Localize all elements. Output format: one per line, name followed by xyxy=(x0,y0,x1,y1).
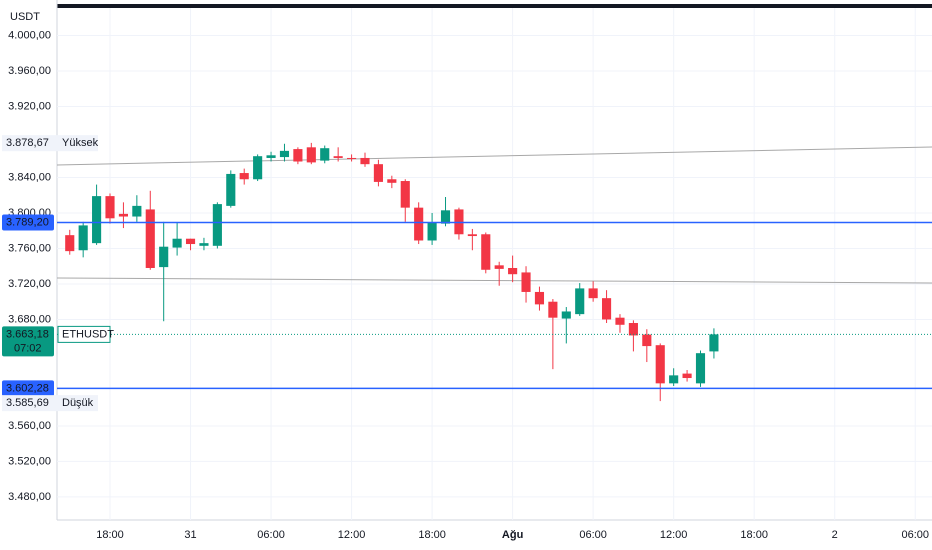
candle-body xyxy=(279,150,290,158)
top-bar xyxy=(57,4,932,8)
candle-body xyxy=(306,147,316,163)
x-tick-label: 18:00 xyxy=(740,529,768,541)
candle-body xyxy=(212,204,222,246)
candle-body xyxy=(172,238,182,248)
candle-body xyxy=(521,272,531,292)
candle-body xyxy=(185,238,196,245)
candle-body xyxy=(709,334,719,352)
candle-body xyxy=(226,173,236,206)
candle-body xyxy=(561,311,571,319)
symbol-label: ETHUSDT xyxy=(62,328,114,340)
level-label: 3.602,28 xyxy=(6,382,49,394)
trend-line xyxy=(56,146,932,166)
x-tick-label: 06:00 xyxy=(579,529,607,541)
extreme-text: Yüksek xyxy=(62,137,99,149)
candle-body xyxy=(239,173,249,180)
candle-body xyxy=(400,181,410,208)
x-tick-label: 06:00 xyxy=(257,529,285,541)
candle-body xyxy=(642,334,652,347)
countdown-label: 07:02 xyxy=(14,342,42,354)
y-tick-label: 3.720,00 xyxy=(8,278,51,290)
extreme-box xyxy=(2,135,98,152)
last-price-label: 3.663,18 xyxy=(6,328,49,340)
candle-body xyxy=(588,288,598,299)
x-tick-label: 12:00 xyxy=(660,529,688,541)
grid xyxy=(57,8,932,520)
candle-body xyxy=(481,234,491,270)
level-label-box xyxy=(2,214,54,231)
y-tick-label: 4.000,00 xyxy=(8,29,51,41)
candle-body xyxy=(105,196,115,219)
candle-body xyxy=(373,164,383,182)
candle-body xyxy=(347,157,357,159)
candle-body xyxy=(118,213,128,217)
candle-body xyxy=(414,207,424,241)
candle-body xyxy=(360,157,370,165)
extreme-box xyxy=(2,395,98,412)
candle-body xyxy=(494,265,504,269)
candle-body xyxy=(682,373,692,379)
candle-body xyxy=(669,375,679,384)
y-tick-label: 3.920,00 xyxy=(8,100,51,112)
candle-body xyxy=(145,209,155,268)
x-tick-label: 18:00 xyxy=(418,529,446,541)
candle-body xyxy=(159,246,169,268)
candle-body xyxy=(253,156,263,180)
trend-line xyxy=(56,277,932,284)
plot xyxy=(57,142,932,402)
candle-body xyxy=(293,149,303,162)
candle-body xyxy=(132,205,142,217)
currency-label: USDT xyxy=(10,11,40,23)
candle-body xyxy=(65,235,75,252)
y-tick-label: 3.680,00 xyxy=(8,313,51,325)
x-tick-label: 18:00 xyxy=(96,529,124,541)
candle-body xyxy=(508,267,518,275)
candle-body xyxy=(266,155,276,158)
candle-body xyxy=(615,317,625,325)
y-tick-label: 3.960,00 xyxy=(8,65,51,77)
candle-body xyxy=(695,353,706,384)
candle-body xyxy=(655,345,665,384)
candle-body xyxy=(575,288,585,315)
candle-body xyxy=(427,222,437,241)
x-tick-label: 31 xyxy=(184,529,196,541)
symbol-box xyxy=(57,325,111,343)
extreme-price: 3.878,67 xyxy=(6,137,49,149)
candle-body xyxy=(320,148,330,161)
candle-body xyxy=(628,323,638,336)
candle-body xyxy=(467,234,477,237)
level-label-box xyxy=(2,380,54,397)
candle-body xyxy=(92,196,102,244)
y-tick-label: 3.520,00 xyxy=(8,455,51,467)
x-tick-label: 2 xyxy=(832,529,838,541)
last-price-box xyxy=(2,326,54,357)
x-tick-label: 12:00 xyxy=(338,529,366,541)
y-tick-label: 3.560,00 xyxy=(8,420,51,432)
candle-body xyxy=(78,225,88,251)
candle-body xyxy=(199,243,209,246)
extreme-text: Düşük xyxy=(62,397,94,409)
x-tick-label: 06:00 xyxy=(901,529,929,541)
axis-labels: 4.000,003.960,003.920,003.840,003.800,00… xyxy=(2,29,929,541)
candle-body xyxy=(333,156,343,158)
y-tick-label: 3.840,00 xyxy=(8,171,51,183)
y-tick-label: 3.480,00 xyxy=(8,491,51,503)
candle-body xyxy=(440,210,451,224)
x-tick-label: Ağu xyxy=(502,529,523,541)
candle-body xyxy=(534,291,545,305)
y-tick-label: 3.760,00 xyxy=(8,242,51,254)
candle-body xyxy=(548,301,558,318)
candle-body xyxy=(387,179,397,183)
extreme-price: 3.585,69 xyxy=(6,397,49,409)
candle-body xyxy=(601,298,612,320)
level-label: 3.789,20 xyxy=(6,216,49,228)
